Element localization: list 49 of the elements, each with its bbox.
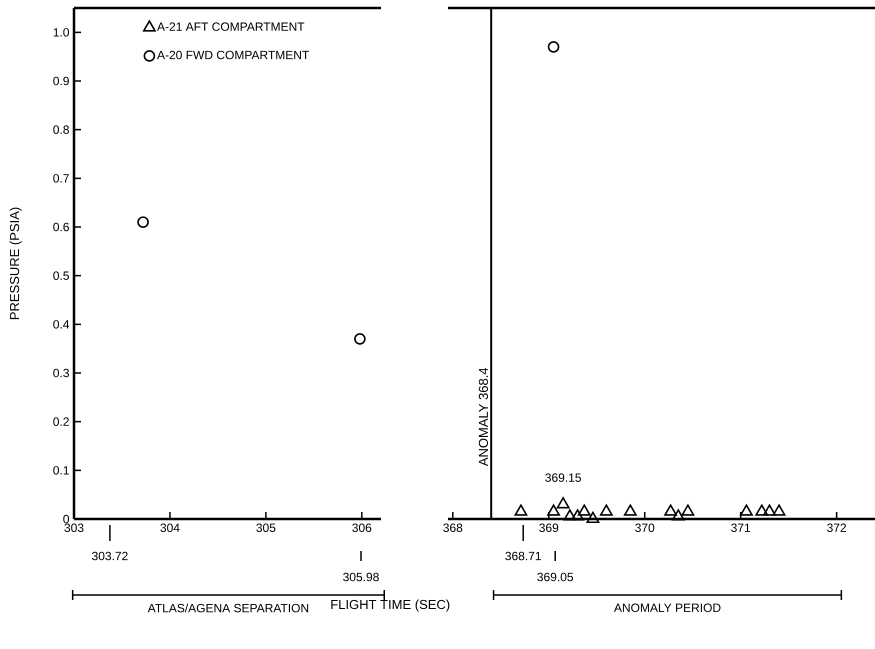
point [624,504,637,516]
point [578,504,591,516]
y-tick-label: 0.7 [53,174,69,183]
ref-line-label: ANOMALY 368.4 [478,368,488,466]
point [586,512,600,524]
x-tick-label: 304 [160,524,180,532]
y-tick-label: 0.5 [53,271,69,280]
x-tick-label: 306 [352,524,372,532]
legend-label: A-21 AFT COMPARTMENT [157,22,304,31]
point [600,504,613,516]
x-tick-label: 368 [443,524,462,532]
text: 368.71 [505,552,541,560]
x-tick-label: 371 [731,524,750,532]
point [556,497,570,508]
legend-label: A-20 FWD COMPARTMENT [157,50,309,60]
x-tick-label: 372 [827,524,846,532]
text: 369.05 [537,572,574,582]
x-tick-label: 370 [635,524,654,532]
y-tick-label: 1.0 [54,28,70,37]
y-tick-label: 0.2 [53,417,69,426]
y-axis-title: PRESSURE (PSIA) [10,208,22,320]
y-tick-label: 0.9 [53,76,69,86]
point [563,509,576,521]
text: ANOMALY PERIOD [614,604,720,612]
point [547,504,560,516]
y-tick-label: 0 [63,514,70,524]
point [571,509,584,521]
point [664,504,678,516]
point [514,504,528,516]
point [772,504,786,516]
text: 305.98 [343,572,379,582]
point [548,41,560,53]
x-tick-label: 303 [64,524,84,532]
x-tick-label: 369 [539,524,558,532]
text: ATLAS/AGENA SEPARATION [148,604,308,612]
x-axis-title: FLIGHT TIME (SEC) [331,600,450,612]
point [681,504,694,516]
text: 303.72 [92,552,128,560]
y-tick-label: 0.3 [53,368,69,378]
point [755,504,768,516]
y-tick-label: 0.4 [53,320,70,329]
point [672,509,685,521]
point [763,504,776,516]
y-tick-label: 0.8 [53,125,69,134]
annotation: 369.15 [545,473,581,482]
x-tick-label: 305 [256,524,276,532]
y-tick-label: 0.6 [53,222,69,232]
point [740,504,753,516]
y-tick-label: 0.1 [53,466,69,475]
